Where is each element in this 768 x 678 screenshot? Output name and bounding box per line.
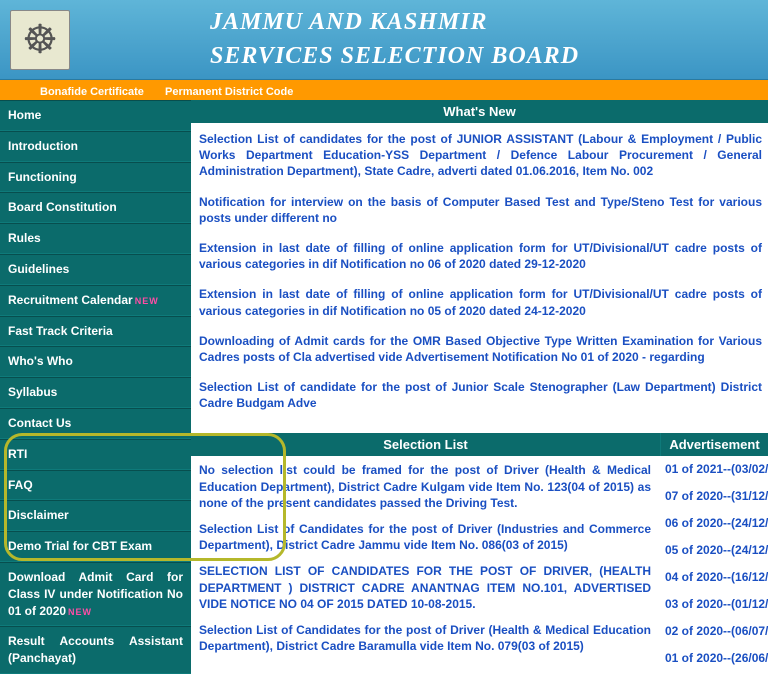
main-content: What's New Selection List of candidates …: [191, 100, 768, 678]
advert-item-3[interactable]: 05 of 2020--(24/12/2020) NEW: [665, 543, 768, 557]
site-title: JAMMU AND KASHMIR SERVICES SELECTION BOA…: [210, 6, 579, 73]
emblem-icon: ☸: [10, 10, 70, 70]
advert-item-6[interactable]: 02 of 2020--(06/07/2020): [665, 624, 768, 638]
sidebar-item-4[interactable]: Rules: [0, 223, 191, 254]
selection-item-1[interactable]: Selection List of Candidates for the pos…: [199, 521, 651, 553]
sidebar-item-11[interactable]: RTI: [0, 439, 191, 470]
advertisement-header: Advertisement: [661, 433, 768, 456]
advert-item-5[interactable]: 03 of 2020--(01/12/2020): [665, 597, 768, 611]
advertisement-column: 01 of 2021--(03/02/2021) NEW 07 of 2020--…: [661, 462, 768, 678]
topnav-district[interactable]: Permanent District Code: [165, 86, 293, 98]
selection-list-header: Selection List: [191, 433, 661, 456]
whats-new-header: What's New: [191, 100, 768, 123]
sidebar-item-6[interactable]: Recruitment CalendarNEW: [0, 285, 191, 316]
sidebar-item-10[interactable]: Contact Us: [0, 408, 191, 439]
selection-item-2[interactable]: SELECTION LIST OF CANDIDATES FOR THE POS…: [199, 563, 651, 612]
sidebar-item-13[interactable]: Disclaimer: [0, 500, 191, 531]
news-item-1[interactable]: Notification for interview on the basis …: [199, 194, 762, 226]
selection-list-column: No selection list could be framed for th…: [199, 462, 661, 678]
selection-item-0[interactable]: No selection list could be framed for th…: [199, 462, 651, 511]
selection-item-3[interactable]: Selection List of Candidates for the pos…: [199, 622, 651, 654]
news-item-4[interactable]: Downloading of Admit cards for the OMR B…: [199, 333, 762, 365]
sidebar-item-2[interactable]: Functioning: [0, 162, 191, 193]
news-list: Selection List of candidates for the pos…: [191, 123, 768, 433]
advert-item-7[interactable]: 01 of 2020--(26/06/2020): [665, 651, 768, 665]
list-headers-row: Selection List Advertisement: [191, 433, 768, 456]
sidebar-item-12[interactable]: FAQ: [0, 470, 191, 501]
new-badge-icon: NEW: [68, 607, 92, 617]
new-badge-icon: NEW: [135, 296, 159, 306]
sidebar-item-0[interactable]: Home: [0, 100, 191, 131]
sidebar-item-3[interactable]: Board Constitution: [0, 192, 191, 223]
page-header: ☸ JAMMU AND KASHMIR SERVICES SELECTION B…: [0, 0, 768, 80]
sidebar-item-15[interactable]: Download Admit Card for Class IV under N…: [0, 562, 191, 626]
advert-item-2[interactable]: 06 of 2020--(24/12/2020) NEW: [665, 516, 768, 530]
sidebar-item-14[interactable]: Demo Trial for CBT Exam: [0, 531, 191, 562]
advert-item-0[interactable]: 01 of 2021--(03/02/2021) NEW: [665, 462, 768, 476]
news-item-2[interactable]: Extension in last date of filling of onl…: [199, 240, 762, 272]
advert-item-4[interactable]: 04 of 2020--(16/12/2020): [665, 570, 768, 584]
sidebar-item-5[interactable]: Guidelines: [0, 254, 191, 285]
topnav-bonafide[interactable]: Bonafide Certificate: [40, 86, 144, 98]
advert-item-1[interactable]: 07 of 2020--(31/12/2020) NEW: [665, 489, 768, 503]
title-line-2: SERVICES SELECTION BOARD: [210, 40, 579, 74]
news-item-3[interactable]: Extension in last date of filling of onl…: [199, 286, 762, 318]
news-item-0[interactable]: Selection List of candidates for the pos…: [199, 131, 762, 180]
news-item-5[interactable]: Selection List of candidate for the post…: [199, 379, 762, 411]
sidebar-item-8[interactable]: Who's Who: [0, 346, 191, 377]
sidebar-item-16[interactable]: Result Accounts Assistant (Panchayat): [0, 626, 191, 674]
sidebar: HomeIntroductionFunctioningBoard Constit…: [0, 100, 191, 678]
sidebar-item-1[interactable]: Introduction: [0, 131, 191, 162]
sidebar-item-7[interactable]: Fast Track Criteria: [0, 316, 191, 347]
sidebar-item-9[interactable]: Syllabus: [0, 377, 191, 408]
top-nav: Bonafide Certificate Permanent District …: [0, 84, 768, 100]
title-line-1: JAMMU AND KASHMIR: [210, 6, 579, 40]
